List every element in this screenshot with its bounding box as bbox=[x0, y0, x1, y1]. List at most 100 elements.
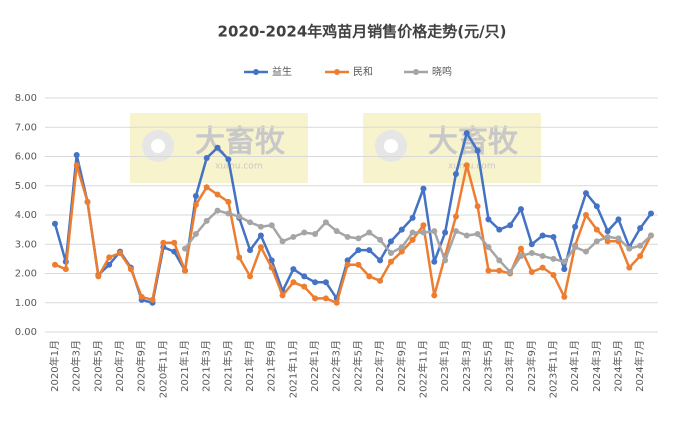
point bbox=[117, 250, 124, 257]
point bbox=[593, 226, 600, 233]
point bbox=[550, 255, 557, 262]
legend-label: 晓鸣 bbox=[432, 65, 452, 78]
point bbox=[333, 228, 340, 235]
point bbox=[236, 213, 243, 220]
legend-marker bbox=[253, 69, 259, 75]
point bbox=[312, 295, 319, 302]
point bbox=[257, 223, 264, 230]
series bbox=[182, 207, 654, 276]
point bbox=[572, 223, 579, 230]
point bbox=[106, 254, 113, 261]
x-tick-label: 2022年11月 bbox=[416, 340, 429, 398]
y-tick-label: 4.00 bbox=[15, 210, 37, 221]
point bbox=[561, 258, 568, 265]
watermark: 大畜牧 xumu.com bbox=[363, 113, 541, 183]
point bbox=[344, 233, 351, 240]
point bbox=[214, 144, 221, 151]
legend-marker bbox=[334, 69, 340, 75]
point bbox=[52, 220, 58, 227]
point bbox=[539, 252, 546, 259]
point bbox=[452, 213, 459, 220]
x-tick-label: 2020年1月 bbox=[48, 340, 61, 392]
point bbox=[409, 214, 416, 221]
y-tick-label: 6.00 bbox=[15, 152, 37, 163]
point bbox=[355, 247, 362, 254]
point bbox=[214, 191, 221, 198]
point bbox=[160, 239, 167, 246]
point bbox=[355, 235, 362, 242]
point bbox=[279, 238, 286, 245]
point bbox=[442, 229, 449, 236]
point bbox=[236, 254, 243, 261]
x-tick-label: 2024年5月 bbox=[611, 340, 624, 392]
point bbox=[182, 267, 189, 274]
y-tick-label: 1.00 bbox=[15, 298, 37, 309]
point bbox=[648, 232, 654, 239]
point bbox=[496, 257, 503, 264]
point bbox=[507, 222, 514, 229]
point bbox=[225, 156, 232, 163]
point bbox=[463, 130, 470, 137]
x-tick-label: 2023年9月 bbox=[525, 340, 538, 392]
point bbox=[62, 266, 69, 273]
point bbox=[593, 203, 600, 210]
point bbox=[517, 206, 524, 213]
x-tick-label: 2024年3月 bbox=[590, 340, 603, 392]
x-tick-label: 2022年5月 bbox=[351, 340, 364, 392]
point bbox=[452, 228, 459, 235]
point bbox=[615, 216, 622, 223]
point bbox=[268, 222, 275, 229]
x-tick-label: 2022年3月 bbox=[330, 340, 343, 392]
point bbox=[398, 244, 405, 251]
point bbox=[387, 258, 394, 265]
x-tick-label: 2023年3月 bbox=[460, 340, 473, 392]
watermark-text: 大畜牧 bbox=[195, 125, 286, 160]
point bbox=[301, 229, 308, 236]
y-tick-label: 3.00 bbox=[15, 239, 37, 250]
point bbox=[312, 231, 319, 238]
point bbox=[496, 267, 503, 274]
point bbox=[290, 233, 297, 240]
y-tick-label: 8.00 bbox=[15, 93, 37, 104]
x-tick-label: 2020年9月 bbox=[135, 340, 148, 392]
point bbox=[496, 226, 503, 233]
point bbox=[322, 295, 329, 302]
point bbox=[279, 292, 286, 299]
point bbox=[452, 171, 459, 178]
point bbox=[290, 266, 297, 273]
point bbox=[539, 232, 546, 239]
x-tick-label: 2023年1月 bbox=[438, 340, 451, 392]
point bbox=[192, 231, 199, 238]
x-tick-label: 2021年11月 bbox=[286, 340, 299, 398]
point bbox=[322, 219, 329, 226]
y-tick-label: 5.00 bbox=[15, 181, 37, 192]
point bbox=[290, 279, 297, 286]
point bbox=[214, 207, 221, 214]
point bbox=[648, 210, 654, 217]
watermark-url: xumu.com bbox=[448, 162, 496, 172]
x-tick-label: 2022年1月 bbox=[308, 340, 321, 392]
point bbox=[474, 231, 481, 238]
x-tick-label: 2020年5月 bbox=[91, 340, 104, 392]
point bbox=[106, 261, 113, 268]
point bbox=[192, 192, 199, 199]
point bbox=[182, 245, 189, 252]
point bbox=[582, 248, 589, 255]
point bbox=[225, 198, 232, 205]
point bbox=[626, 245, 633, 252]
point bbox=[366, 229, 373, 236]
point bbox=[637, 252, 644, 259]
point bbox=[420, 222, 427, 229]
x-tick-label: 2021年9月 bbox=[265, 340, 278, 392]
legend-label: 民和 bbox=[353, 66, 373, 78]
x-tick-label: 2023年5月 bbox=[481, 340, 494, 392]
legend-label: 益生 bbox=[272, 65, 292, 78]
point bbox=[387, 250, 394, 257]
x-tick-label: 2021年7月 bbox=[243, 340, 256, 392]
point bbox=[485, 267, 492, 274]
point bbox=[528, 269, 535, 276]
point bbox=[485, 244, 492, 251]
x-tick-label: 2024年7月 bbox=[633, 340, 646, 392]
point bbox=[203, 154, 210, 161]
point bbox=[593, 238, 600, 245]
